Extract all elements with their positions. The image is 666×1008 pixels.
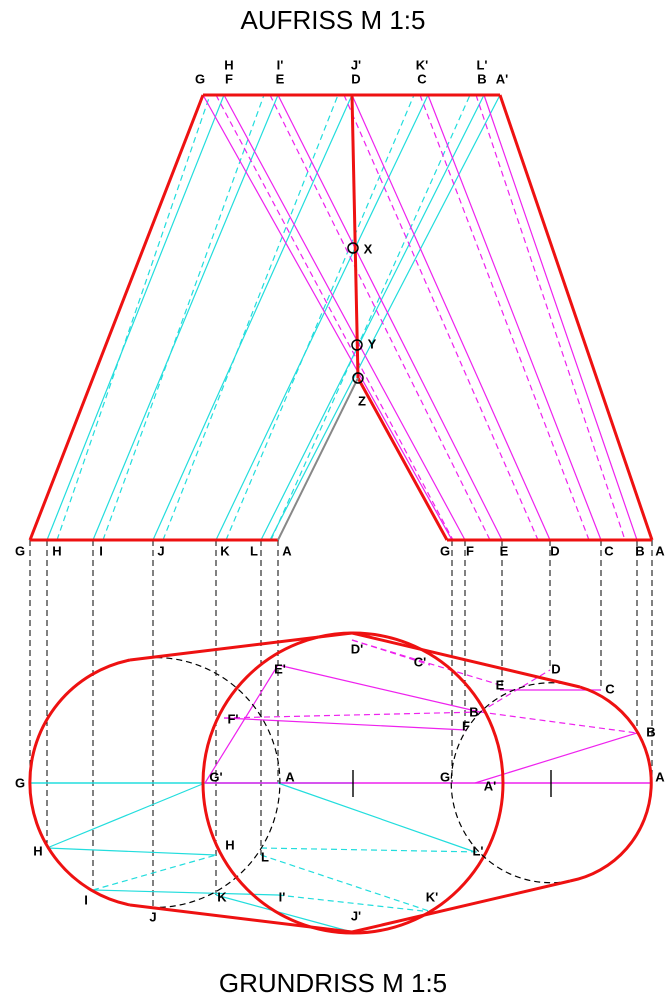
point-label: F	[466, 543, 474, 558]
axis	[352, 95, 358, 378]
magenta-line	[475, 733, 637, 783]
cyan-line	[47, 783, 205, 848]
cyan-dashed	[226, 95, 414, 540]
point-label: E	[496, 677, 505, 692]
cyan-dashed	[271, 95, 470, 540]
outline	[500, 95, 652, 540]
point-label: H	[225, 837, 234, 852]
contour	[130, 905, 352, 932]
magenta-line	[224, 95, 465, 540]
magenta-dashed	[270, 95, 490, 540]
point-label: D	[551, 661, 560, 676]
point-label: K	[220, 543, 230, 558]
point-label: E	[500, 543, 509, 558]
point-label: J'	[351, 57, 361, 72]
point-label: D	[351, 71, 360, 86]
point-label: G	[15, 543, 25, 558]
point-label: C	[605, 681, 615, 696]
point-label: G	[440, 769, 450, 784]
point-label: B	[646, 724, 655, 739]
point-label: I'	[277, 57, 284, 72]
drawing: AUFRISS M 1:5 GRUNDRISS M 1:5 GHFI'EJ'DK…	[0, 0, 666, 1008]
point-label: L	[250, 543, 258, 558]
point-label: H	[52, 543, 61, 558]
point-label: F	[225, 71, 233, 86]
point-label: J	[157, 543, 164, 558]
point-label: A	[285, 769, 295, 784]
point-label: A'	[496, 71, 508, 86]
point-label: J'	[351, 908, 361, 923]
point-label: I	[99, 543, 103, 558]
point-label: C	[604, 543, 614, 558]
point-label: B	[469, 704, 478, 719]
point-label: L'	[472, 843, 483, 858]
contour	[352, 633, 580, 687]
cyan-dashed	[57, 95, 210, 540]
point-label: B	[635, 543, 644, 558]
cyan-line	[270, 95, 500, 540]
point-label: H	[224, 57, 233, 72]
contour	[130, 633, 352, 660]
magenta-line	[484, 95, 637, 540]
point-label: K'	[426, 889, 438, 904]
magenta-line	[224, 718, 466, 730]
title-top: AUFRISS M 1:5	[241, 5, 426, 35]
point-label: H	[33, 843, 42, 858]
magenta-dashed	[476, 95, 625, 540]
outline	[30, 95, 203, 540]
point-label: A	[655, 769, 665, 784]
point-label: D	[550, 543, 559, 558]
magenta-line	[224, 712, 480, 718]
point-label: G	[440, 543, 450, 558]
point-label: G	[195, 71, 205, 86]
point-label: F'	[227, 711, 238, 726]
magenta-dashed	[216, 95, 453, 540]
point-label: E	[276, 71, 285, 86]
point-label: X	[364, 241, 373, 256]
point-label: J	[149, 909, 156, 924]
point-label: A'	[484, 778, 496, 793]
point-label: K	[217, 889, 227, 904]
magenta-line	[203, 95, 452, 540]
cyan-line	[261, 848, 480, 852]
cyan-line	[261, 855, 432, 912]
point-label: B	[477, 71, 486, 86]
geometry	[30, 95, 652, 933]
point-label: G'	[209, 769, 222, 784]
magenta-line	[278, 665, 480, 712]
point-label: Y	[368, 336, 377, 351]
point-label: I	[84, 892, 88, 907]
contour	[570, 687, 651, 881]
point-label: L	[261, 849, 269, 864]
edge	[278, 378, 358, 540]
cyan-line	[93, 95, 278, 540]
outline	[358, 378, 447, 540]
title-bottom: GRUNDRISS M 1:5	[219, 968, 447, 998]
cyan-line	[93, 855, 216, 890]
point-label: E'	[274, 661, 286, 676]
point-label: C'	[414, 654, 426, 669]
cyan-line	[47, 848, 216, 855]
magenta-line	[480, 712, 637, 733]
cyan-line	[47, 95, 224, 540]
magenta-dashed	[420, 95, 589, 540]
point-label: A	[282, 543, 292, 558]
point-label: K'	[416, 57, 428, 72]
point-label: Z	[358, 393, 366, 408]
point-label: A	[655, 543, 665, 558]
point-label: F	[462, 718, 470, 733]
point-label: G	[15, 775, 25, 790]
point-label: I'	[279, 889, 286, 904]
cyan-line	[278, 783, 475, 852]
point-label: L'	[476, 57, 487, 72]
point-label: C	[417, 71, 427, 86]
point-label: D'	[351, 641, 363, 656]
